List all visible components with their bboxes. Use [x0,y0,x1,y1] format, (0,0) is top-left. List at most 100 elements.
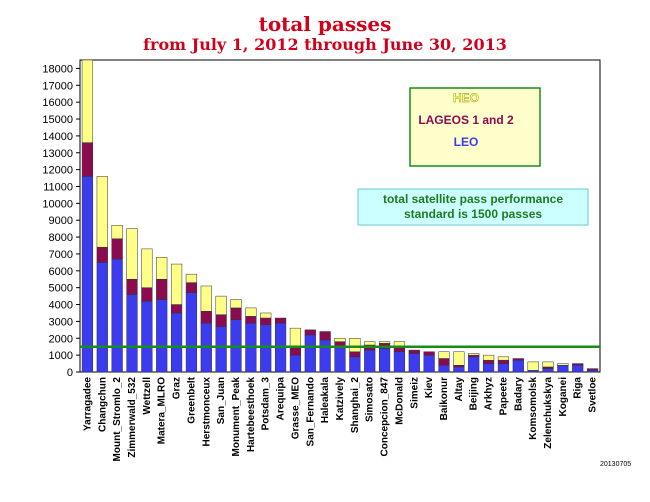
y-tick-label: 7000 [49,249,73,261]
bar-lageos [319,331,331,341]
bar-lageos [96,246,108,263]
bar-leo [289,354,302,373]
bar-heo [527,361,539,371]
bar-leo [453,366,465,373]
bar-lageos [274,317,287,324]
y-tick-label: 18000 [42,63,73,75]
x-category-label: San_Juan [216,377,227,424]
bar-leo [482,363,495,373]
bar-heo [468,353,480,356]
bar-heo [497,356,510,361]
x-category-label: Changchun [97,377,108,432]
bar-leo [572,365,584,373]
bar-leo [527,370,539,373]
bar-leo [156,299,168,373]
bar-lageos [245,316,257,324]
legend-lageos: LAGEOS 1 and 2 [418,113,514,127]
x-category-label: Mount_Stromlo_2 [112,377,123,462]
note-box [357,188,589,226]
bar-lageos [497,359,510,364]
date-stamp: 20130705 [600,461,631,468]
x-category-label: Concepcion_847 [380,377,391,457]
x-category-label: Baikonur [439,377,450,420]
bar-lageos [126,278,138,295]
bar-lageos [200,311,212,324]
bar-leo [141,300,153,373]
bar-lageos [349,351,361,358]
bar-leo [512,359,524,373]
bar-leo [497,363,510,373]
x-category-label: Greenbelt [186,376,197,423]
bar-lageos [482,359,495,364]
bar-heo [557,363,569,366]
bar-lageos [423,351,435,356]
x-category-label: Hartebeesthoek [246,377,257,452]
x-category-label: Kiev [424,377,435,399]
bar-lageos [408,349,420,354]
bar-leo [126,294,138,373]
bar-heo [170,263,183,305]
note-line-1: total satellite pass performance [383,192,563,206]
performance-note: total satellite pass performance standar… [357,188,589,226]
y-tick-label: 6000 [49,266,73,278]
bar-lageos [230,307,242,320]
bar-heo [349,338,361,353]
bar-lageos [542,366,554,369]
bar-leo [349,356,361,373]
y-tick-label: 17000 [42,80,73,92]
legend-heo: HEO [453,91,479,105]
bar-heo [156,257,168,280]
bar-lageos [156,278,168,300]
bar-lageos [111,238,123,260]
y-tick-label: 8000 [49,232,73,244]
bar-leo [111,258,123,373]
bar-lageos [289,346,302,356]
x-category-label: Koganei [558,377,569,417]
bar-heo [96,176,108,248]
bar-heo [542,361,554,368]
chart-subtitle: from July 1, 2012 through June 30, 2013 [143,35,507,54]
y-tick-label: 15000 [42,114,73,126]
y-tick-label: 10000 [42,198,73,210]
x-category-label: Wettzell [142,377,153,415]
y-axis: 0 1000 2000 3000 4000 5000 6000 7000 8000 9000 100… [42,63,80,379]
x-category-label: Altay [454,377,465,402]
x-category-label: Matera_MLRO [157,377,168,444]
y-tick-label: 12000 [42,165,73,177]
y-tick-label: 14000 [42,131,73,143]
x-category-label: Riga [573,377,584,399]
legend: HEO LAGEOS 1 and 2 LEO [409,87,541,167]
bar-heo [111,225,123,240]
bar-heo [482,354,495,361]
bar-leo [185,292,198,373]
x-category-label: Badary [513,377,524,411]
bar-lageos [141,287,153,302]
y-tick-label: 5000 [49,283,73,295]
bar-lageos [170,304,183,314]
bar-heo [289,327,302,347]
y-tick-label: 4000 [49,300,73,312]
x-category-label: Papeete [498,377,509,416]
bar-lageos [81,142,94,177]
y-tick-label: 16000 [42,97,73,109]
y-tick-label: 3000 [49,316,73,328]
x-category-label: Arequipa [276,377,287,421]
x-category-label: Shanghai_2 [350,377,361,434]
x-category-label: Herstmonceux [201,377,212,447]
bar-heo [260,312,272,319]
bar-lageos [185,282,198,293]
bar-heo [185,273,198,283]
y-tick-label: 11000 [43,181,73,193]
bar-leo [438,365,450,373]
bar-leo [260,324,272,373]
x-axis: Yarragadee Changchun Mount_Stromlo_2 Zimmer… [82,376,598,461]
x-category-label: Arkhyz [484,377,495,410]
bar-heo [378,341,391,344]
x-category-label: Grasse_MEO [290,377,301,439]
bar-leo [393,351,406,373]
x-category-label: Simeiz [409,377,420,409]
bar-heo [126,228,138,280]
bar-heo [334,338,346,342]
x-category-label: Zimmerwald_532 [127,377,138,458]
